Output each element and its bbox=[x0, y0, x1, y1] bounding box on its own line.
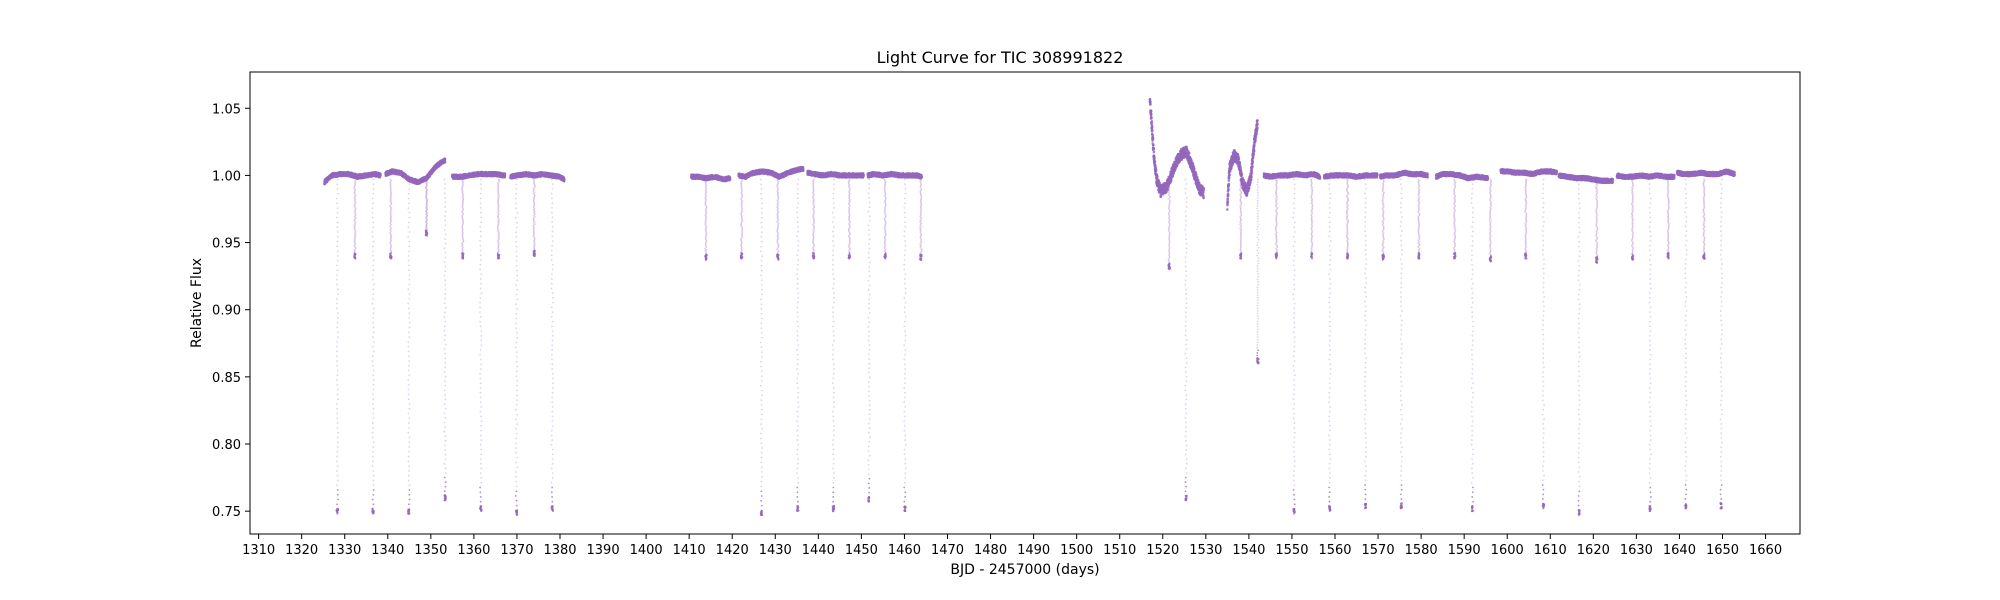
flux-point bbox=[728, 177, 732, 181]
flux-point bbox=[443, 157, 447, 161]
flux-point bbox=[379, 173, 382, 177]
flux-point bbox=[503, 172, 507, 175]
flux-point bbox=[801, 169, 805, 172]
plot-area bbox=[249, 71, 1801, 535]
flux-point bbox=[563, 177, 566, 181]
flux-point bbox=[443, 160, 447, 163]
data-points bbox=[323, 97, 1736, 517]
baseline-segment bbox=[323, 170, 382, 186]
chart-title: Light Curve for TIC 308991822 bbox=[877, 48, 1124, 67]
plot-frame bbox=[249, 71, 1801, 535]
